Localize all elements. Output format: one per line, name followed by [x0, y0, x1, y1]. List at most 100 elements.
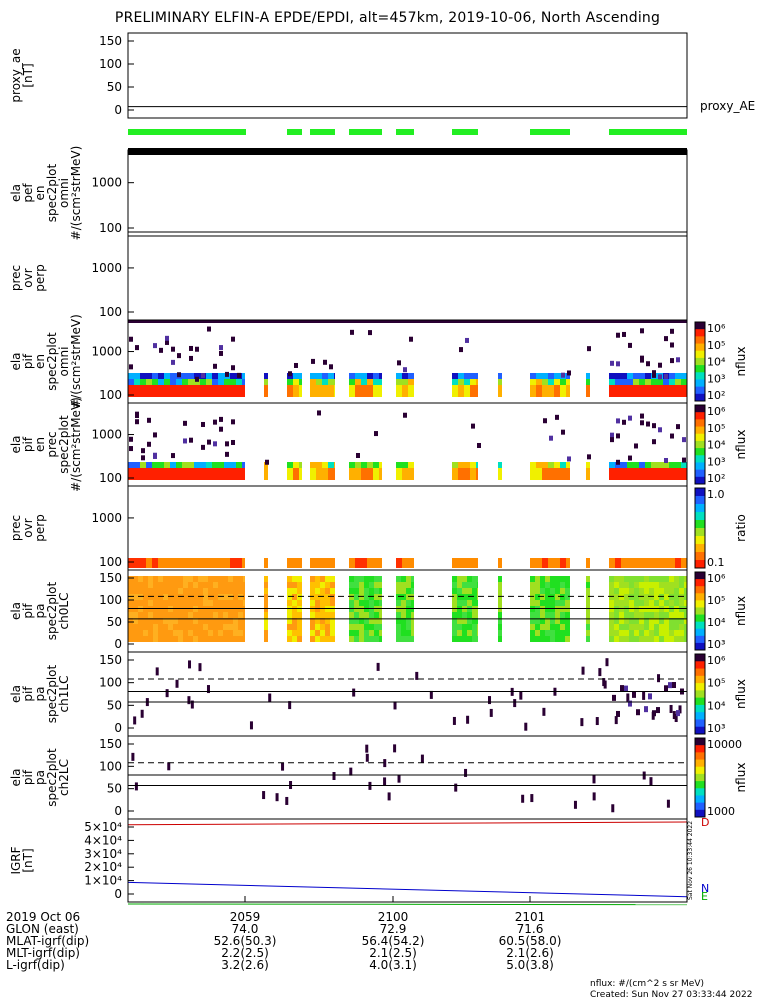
spectro-cell: [615, 385, 621, 397]
pa-cell: [540, 576, 545, 582]
sparse-cell: [646, 361, 650, 367]
colorbar-step: [695, 440, 705, 449]
colorbar-tick: 10⁴: [707, 439, 726, 452]
sparse-cell: [349, 767, 353, 776]
sparse-cell: [616, 459, 620, 465]
colorbar-step: [695, 712, 705, 720]
ratio-cell: [349, 558, 355, 568]
pa-cell: [325, 630, 330, 636]
pa-cell: [238, 624, 243, 630]
spectro-cell: [396, 373, 402, 379]
y-tick-label: 1000: [91, 511, 122, 525]
pa-cell: [138, 576, 143, 582]
pa-cell: [310, 630, 315, 636]
pa-cell: [472, 582, 477, 588]
sparse-cell: [129, 436, 133, 442]
pa-cell: [634, 582, 639, 588]
ratio-cell: [200, 558, 206, 568]
pa-cell: [619, 624, 624, 630]
sparse-cell: [616, 361, 620, 367]
ratio-cell: [299, 558, 302, 568]
sparse-cell: [393, 701, 397, 710]
pa-cell: [223, 594, 228, 600]
pa-cell: [320, 636, 325, 642]
pa-cell: [379, 630, 382, 636]
spectro-cell: [316, 379, 322, 385]
spectro-cell: [230, 462, 236, 468]
spectro-cell: [322, 373, 328, 379]
pa-cell: [330, 594, 335, 600]
spectro-cell: [334, 373, 335, 379]
colorbar-step: [695, 668, 705, 677]
spectro-cell: [287, 462, 293, 468]
ratio-cell: [287, 558, 293, 568]
pa-cell: [325, 612, 330, 618]
y-tick-label: 1000: [91, 176, 122, 190]
pa-cell: [213, 624, 218, 630]
y-axis-label: ela: [9, 435, 23, 453]
spectro-cell: [627, 379, 633, 385]
pa-cell: [679, 588, 684, 594]
pa-cell: [183, 612, 188, 618]
pa-cell: [396, 618, 401, 624]
colorbar-tick: 10³: [707, 722, 725, 735]
colorbar-tick: 10⁶: [707, 654, 726, 667]
pa-cell: [634, 600, 639, 606]
pa-cell: [669, 624, 674, 630]
pa-cell: [406, 576, 411, 582]
pa-cell: [530, 612, 535, 618]
pa-cell: [163, 636, 168, 642]
pa-cell: [325, 594, 330, 600]
pa-cell: [674, 624, 679, 630]
spectro-cell: [645, 385, 651, 397]
colorbar-step: [695, 635, 705, 644]
sparse-cell: [129, 446, 133, 452]
sparse-cell: [628, 415, 632, 421]
pa-cell: [188, 588, 193, 594]
spectro-cell: [334, 379, 335, 385]
pa-cell: [457, 588, 462, 594]
colorbar-tick: 10³: [707, 372, 725, 385]
pa-cell: [530, 594, 535, 600]
pa-cell: [586, 582, 590, 588]
pa-cell: [168, 636, 173, 642]
sparse-cell: [206, 685, 210, 694]
spectro-cell: [176, 385, 182, 397]
pa-cell: [545, 594, 550, 600]
pa-cell: [477, 636, 478, 642]
pa-cell: [411, 594, 414, 600]
sparse-cell: [581, 666, 585, 675]
spectro-cell: [322, 468, 328, 480]
pa-cell: [218, 636, 223, 642]
pa-cell: [629, 618, 634, 624]
pa-cell: [669, 582, 674, 588]
sparse-cell: [190, 700, 194, 709]
pa-cell: [609, 612, 614, 618]
pa-cell: [243, 594, 245, 600]
pa-cell: [624, 600, 629, 606]
pa-cell: [349, 600, 354, 606]
ratio-cell: [651, 558, 657, 568]
pa-cell: [457, 618, 462, 624]
spectro-cell: [212, 373, 218, 379]
pa-cell: [292, 594, 297, 600]
pa-cell: [396, 624, 401, 630]
pa-cell: [498, 588, 502, 594]
pa-cell: [664, 588, 669, 594]
ratio-cell: [264, 558, 268, 568]
pa-cell: [629, 600, 634, 606]
colorbar-step: [695, 426, 705, 435]
spectro-cell: [548, 385, 554, 397]
spectro-cell: [554, 462, 560, 468]
spectro-cell: [458, 379, 464, 385]
spectro-cell: [633, 468, 639, 480]
pa-cell: [218, 582, 223, 588]
pa-cell: [619, 612, 624, 618]
sparse-cell: [213, 441, 217, 447]
y-axis-label: pif: [21, 353, 35, 369]
spectro-cell: [554, 468, 560, 480]
pa-cell: [198, 624, 203, 630]
sparse-cell: [648, 693, 652, 700]
ratio-cell: [396, 558, 402, 568]
pa-cell: [310, 576, 315, 582]
